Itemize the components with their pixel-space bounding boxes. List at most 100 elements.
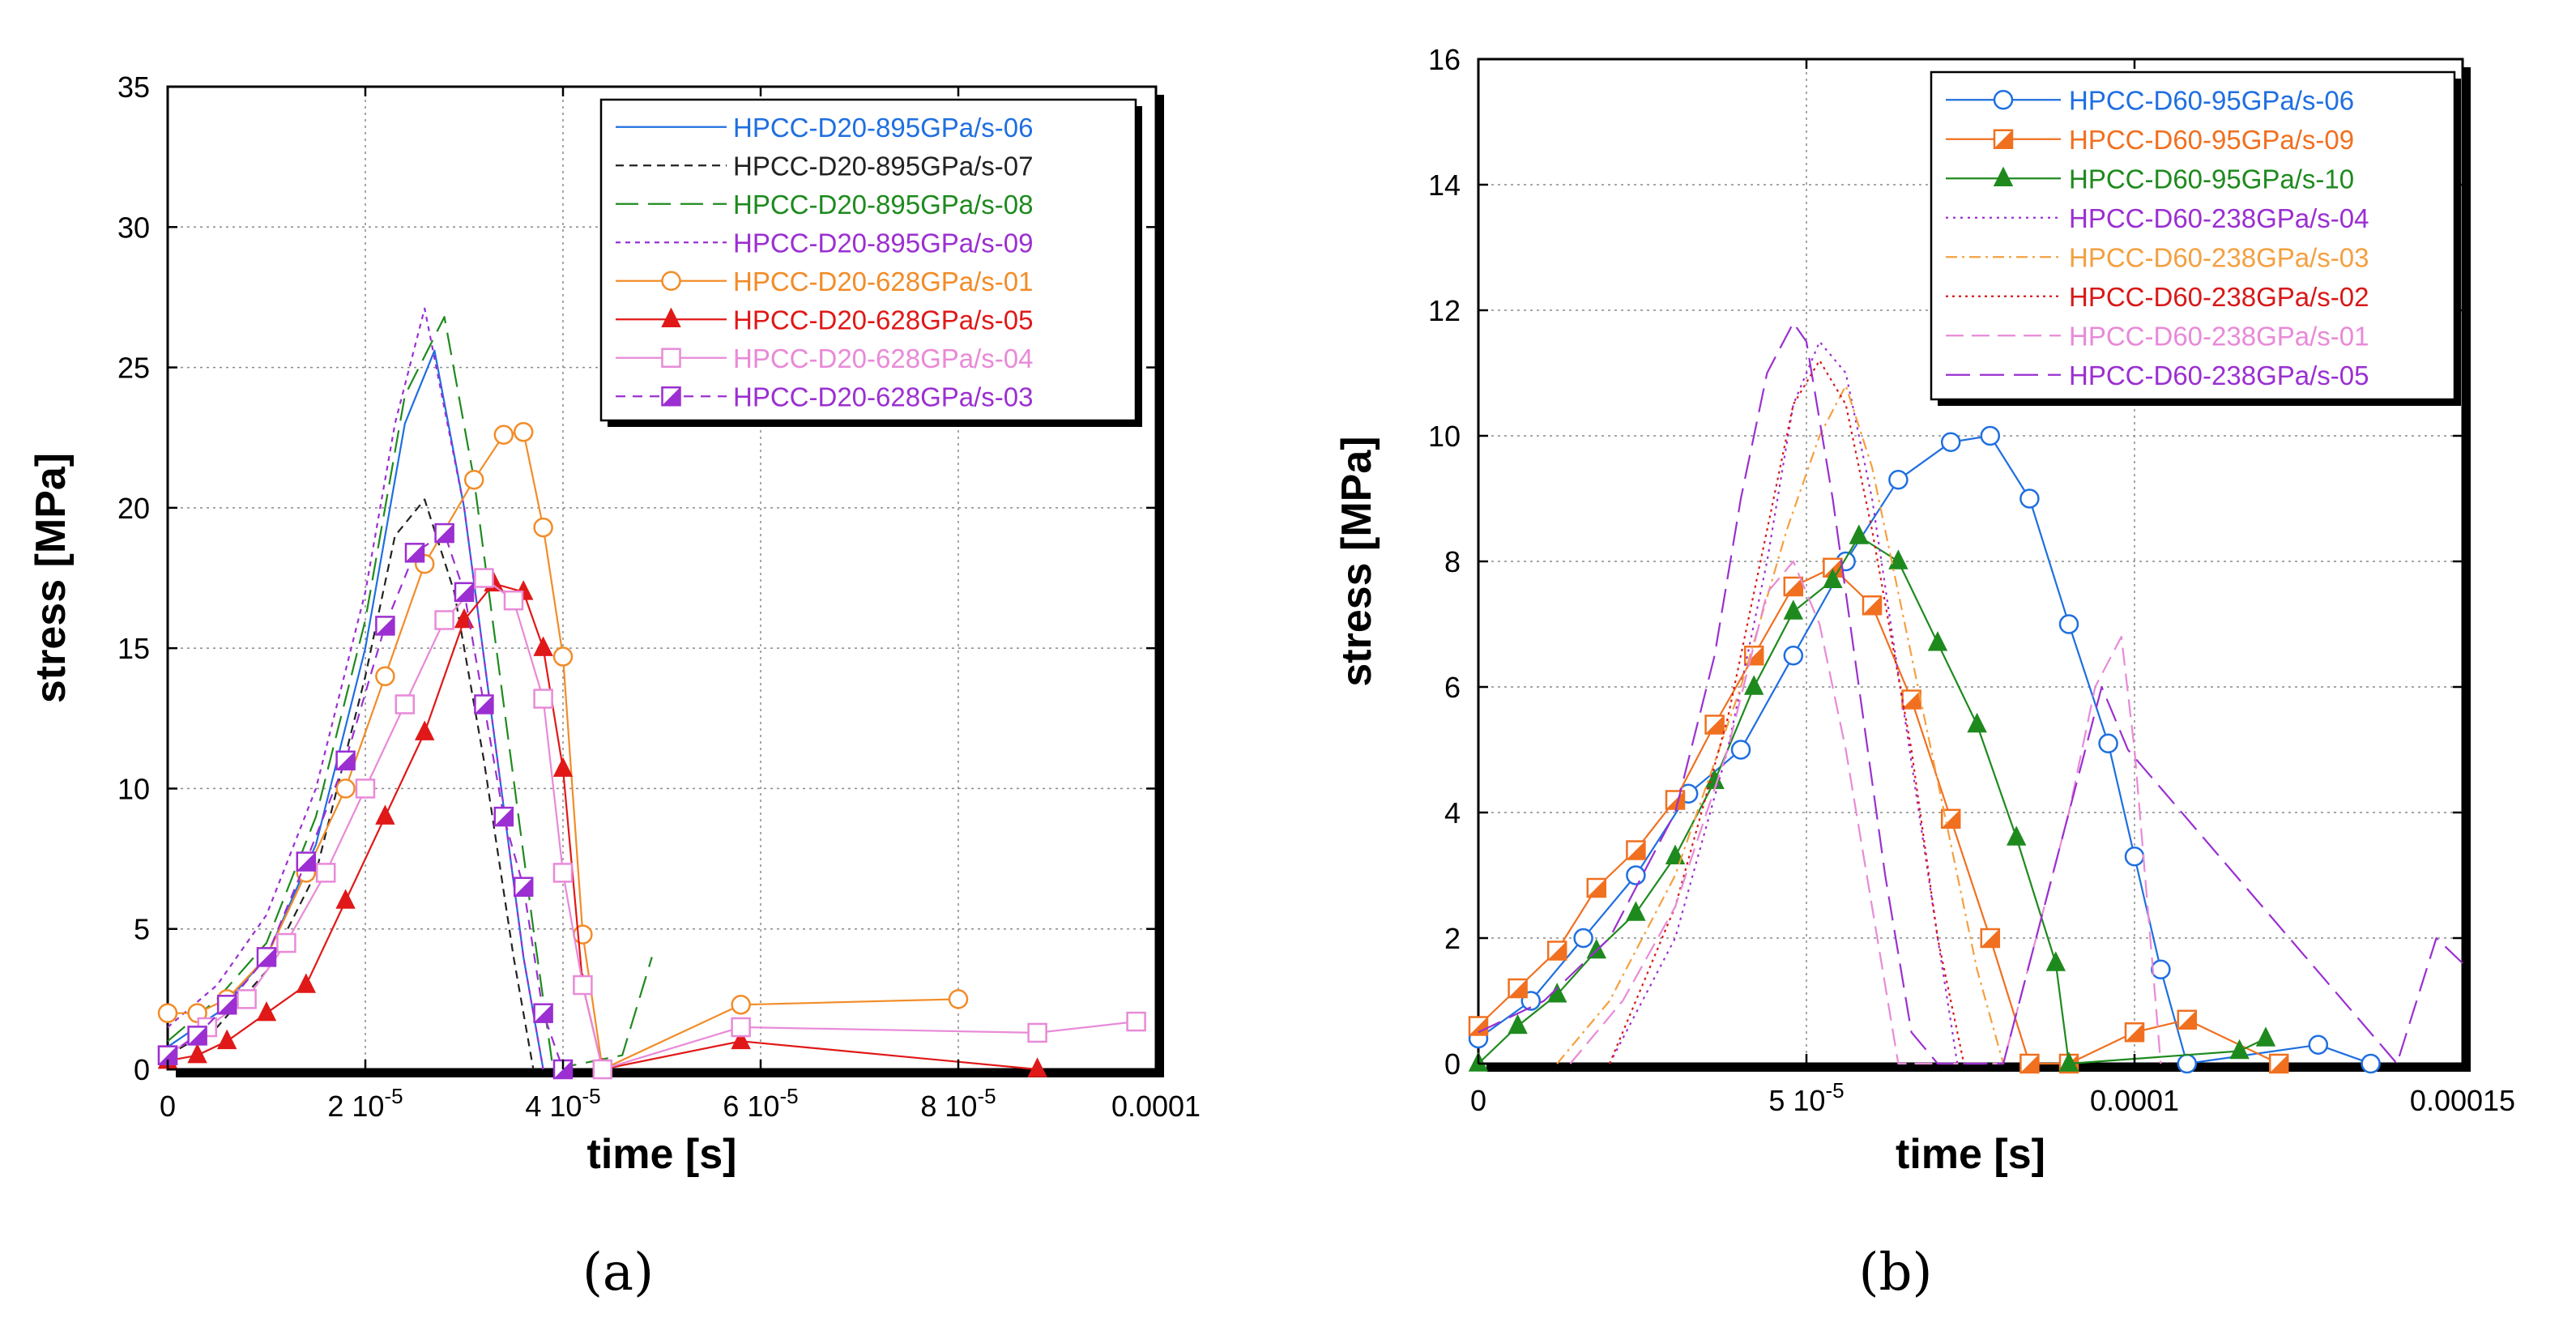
legend-label: HPCC-D60-238GPa/s-01 xyxy=(2069,321,2369,351)
x-tick-label: 0.00015 xyxy=(2410,1084,2515,1117)
marker-fill xyxy=(188,1026,207,1045)
marker-fill xyxy=(455,582,473,601)
data-point xyxy=(533,689,553,709)
marker-fill xyxy=(1705,715,1724,734)
data-point xyxy=(256,947,277,967)
data-point xyxy=(395,694,416,714)
data-point xyxy=(2098,733,2118,753)
marker-fill xyxy=(494,808,513,826)
data-point xyxy=(375,616,395,636)
marker-fill xyxy=(1548,941,1567,960)
y-tick-label: 16 xyxy=(1428,43,1461,76)
data-point xyxy=(552,646,574,667)
legend-marker xyxy=(661,348,681,368)
data-point xyxy=(2361,1053,2381,1074)
data-point xyxy=(463,469,484,490)
series-line xyxy=(1556,384,2005,1064)
data-point xyxy=(1508,978,1528,999)
x-tick-label: 0.0001 xyxy=(2090,1084,2179,1117)
tick-labels: 0 2 10-5 4 10-5 6 10-5 8 10-5 0.0001 0 5 10 15 20 2… xyxy=(117,70,1201,1123)
marker-fill xyxy=(662,387,680,406)
legend-marker xyxy=(661,307,681,327)
data-point xyxy=(1626,865,1646,885)
data-point xyxy=(2308,1034,2329,1055)
panel-label: (b) xyxy=(1859,1243,1933,1303)
series-HPCC-D60-238GPa/s-01 xyxy=(1569,560,2162,1065)
data-point xyxy=(474,568,494,588)
data-point xyxy=(1704,714,1725,735)
marker-fill xyxy=(296,852,315,871)
legend-marker xyxy=(1993,166,2014,186)
data-point xyxy=(1783,599,1804,620)
data-point xyxy=(187,1026,207,1046)
data-point xyxy=(552,863,574,883)
series-line xyxy=(1608,359,1965,1064)
marker-fill xyxy=(1863,596,1881,615)
data-point xyxy=(375,666,395,687)
series-HPCC-D60-238GPa/s-03 xyxy=(1556,384,2005,1064)
marker-fill xyxy=(218,996,237,1014)
data-point xyxy=(503,590,524,611)
data-point xyxy=(1027,1057,1047,1077)
legend-label: HPCC-D20-628GPa/s-03 xyxy=(733,382,1033,412)
data-point xyxy=(1888,470,1909,490)
marker-fill xyxy=(514,877,533,896)
legend-marker xyxy=(1993,90,2014,110)
data-point xyxy=(1823,568,1843,588)
data-point xyxy=(404,543,425,563)
data-point xyxy=(513,877,534,897)
data-point xyxy=(2255,1026,2276,1047)
chart-panel-b: 0 5 10-5 0.0001 0.00015 0 2 4 6 8 10 12 14 16 HPCC-D… xyxy=(1333,43,2515,1303)
data-point xyxy=(731,995,751,1015)
marker-fill xyxy=(1902,690,1921,709)
y-tick-label: 15 xyxy=(117,632,150,665)
y-tick-label: 10 xyxy=(1428,420,1461,453)
data-point xyxy=(1967,712,1987,733)
data-point xyxy=(434,523,454,544)
series-line xyxy=(167,316,653,1071)
x-tick-label: 8 10-5 xyxy=(920,1084,996,1123)
y-tick-label: 2 xyxy=(1444,922,1461,955)
data-point xyxy=(2124,847,2145,867)
data-point xyxy=(533,517,553,538)
x-tick-label: 6 10-5 xyxy=(723,1084,798,1123)
marker-fill xyxy=(1627,841,1645,859)
data-point xyxy=(276,932,296,953)
data-point xyxy=(454,608,475,629)
legend-marker xyxy=(1993,129,2014,149)
x-axis-label: time [s] xyxy=(1896,1131,2045,1178)
marker-fill xyxy=(534,1004,552,1022)
marker-fill xyxy=(435,524,454,543)
series-HPCC-D60-95GPa/s-06 xyxy=(1468,425,2381,1074)
panel-label: (a) xyxy=(582,1243,654,1303)
y-tick-label: 4 xyxy=(1444,796,1461,830)
data-point xyxy=(335,778,356,799)
y-tick-label: 30 xyxy=(117,211,150,244)
data-point xyxy=(1940,432,1961,452)
data-point xyxy=(1927,631,1948,651)
data-point xyxy=(2229,1039,2250,1060)
data-point xyxy=(1546,941,1567,961)
marker-fill xyxy=(258,948,275,966)
data-point xyxy=(2045,951,2066,971)
data-point xyxy=(414,720,435,740)
data-point xyxy=(1980,928,2001,949)
data-point xyxy=(573,975,593,996)
legend: HPCC-D60-95GPa/s-06 HPCC-D60-95GPa/s-09 HP… xyxy=(1930,70,2461,406)
legend-label: HPCC-D20-628GPa/s-05 xyxy=(733,305,1033,335)
marker-fill xyxy=(2270,1055,2288,1073)
legend: HPCC-D20-895GPa/s-06 HPCC-D20-895GPa/s-07… xyxy=(599,98,1142,427)
y-tick-label: 8 xyxy=(1444,545,1461,578)
data-point xyxy=(1626,840,1646,860)
marker-fill xyxy=(376,616,395,635)
data-point xyxy=(1027,1022,1047,1043)
data-point xyxy=(1126,1011,1146,1032)
legend-label: HPCC-D20-895GPa/s-09 xyxy=(733,228,1033,258)
data-point xyxy=(1586,877,1607,898)
data-point xyxy=(1888,549,1909,569)
data-point xyxy=(731,1017,751,1038)
data-point xyxy=(2177,1053,2198,1074)
data-point xyxy=(237,989,257,1009)
series-HPCC-D60-238GPa/s-02 xyxy=(1608,359,1965,1064)
data-point xyxy=(216,1029,237,1050)
